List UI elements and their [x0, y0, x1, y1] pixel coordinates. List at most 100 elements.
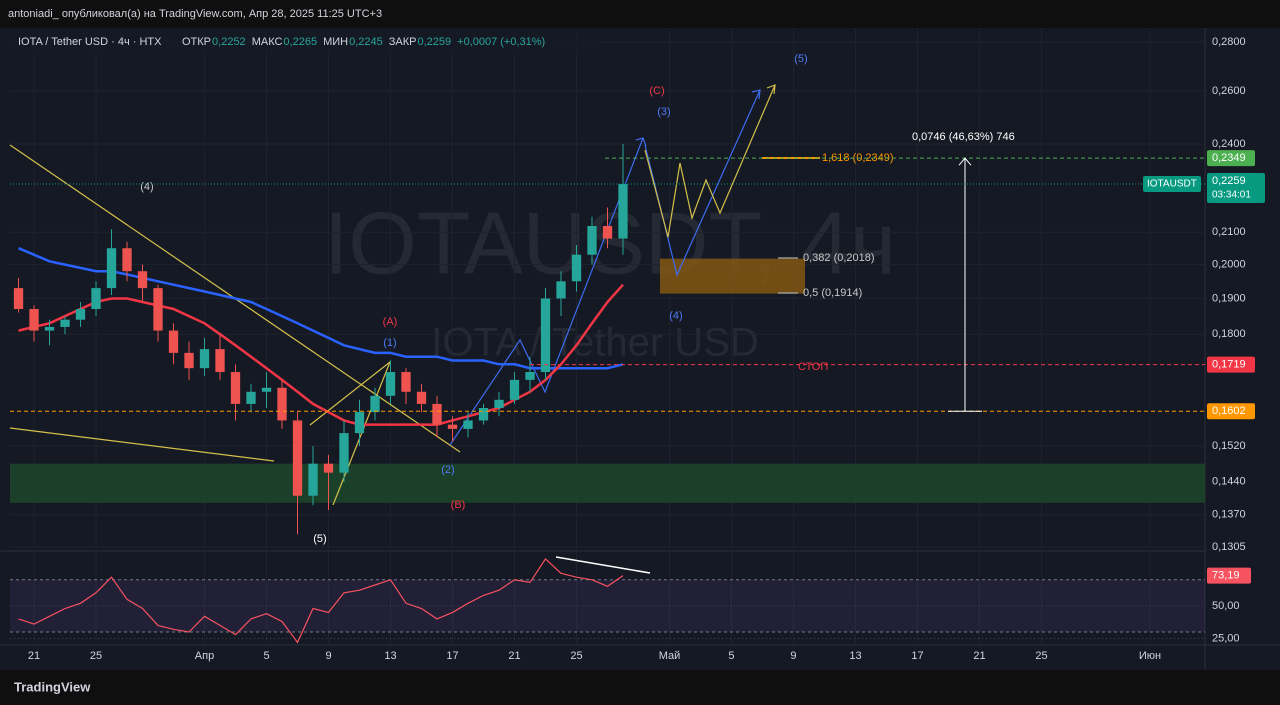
x-tick-label: 21 — [508, 650, 520, 662]
x-tick-label: 21 — [28, 650, 40, 662]
moving-average — [18, 283, 624, 426]
price-tag-label: 0,1719 — [1212, 359, 1246, 371]
candle-body — [308, 463, 318, 496]
x-tick-label: 13 — [384, 650, 396, 662]
wave-label: (4) — [140, 181, 153, 193]
ohlc-part: МАКС — [252, 36, 283, 48]
arrow-head — [751, 89, 761, 100]
candle-body — [556, 281, 566, 299]
watermark: IOTAUSDT, 4ч — [324, 193, 896, 292]
candle-body — [602, 226, 613, 239]
rsi-tag-label: 73,19 — [1212, 570, 1240, 582]
y-tick-label: 0,2800 — [1212, 36, 1246, 48]
candle-body — [509, 379, 520, 400]
candle-body — [106, 248, 117, 289]
footer-logo: TradingView — [14, 679, 91, 694]
wave-label: (5) — [313, 533, 326, 545]
price-tag-label: 0,2259 — [1212, 175, 1246, 187]
candle-body — [432, 403, 442, 425]
fib-label: 0,5 (0,1914) — [803, 287, 862, 299]
candle-body — [587, 226, 597, 255]
symbol-chip — [1143, 176, 1201, 193]
fib-label: 0,382 (0,2018) — [803, 252, 875, 264]
x-tick-label: 25 — [570, 650, 582, 662]
wave-label: (4) — [669, 310, 682, 322]
x-tick-label: 25 — [90, 650, 102, 662]
x-tick-label: 5 — [263, 650, 269, 662]
price-tag — [1207, 173, 1265, 204]
candle-body — [60, 319, 70, 327]
moving-average — [18, 247, 624, 370]
measure-head — [958, 157, 972, 166]
zone — [10, 463, 1205, 503]
symbol: IOTA / Tether USD · 4ч · HTX — [18, 36, 162, 48]
candle-body — [354, 412, 365, 434]
wave-label: (2) — [441, 464, 454, 476]
y-tick-label: 0,1900 — [1212, 292, 1246, 304]
candle-body — [370, 395, 380, 413]
ohlc-part: 0,2245 — [349, 36, 383, 48]
arrow-head — [766, 84, 776, 95]
zone — [660, 258, 805, 294]
candle-body — [618, 184, 628, 239]
x-tick-label: Май — [659, 650, 681, 662]
wave-label: (A) — [383, 316, 398, 328]
y-tick-label: 0,2100 — [1212, 226, 1246, 238]
candle-body — [168, 330, 179, 353]
candle-body — [463, 420, 473, 429]
price-tag-label: 0,2349 — [1212, 152, 1246, 164]
stop-label: СТОП — [798, 361, 828, 373]
chart-bg — [0, 28, 1280, 670]
x-tick-label: 13 — [849, 650, 861, 662]
candle-body — [91, 288, 101, 309]
candle-body — [153, 288, 163, 331]
candle-body — [323, 463, 334, 473]
candle-body — [261, 387, 272, 392]
candle-body — [184, 352, 194, 369]
candle-body — [13, 288, 24, 309]
ohlc-part: +0,0007 (+0,31%) — [457, 36, 545, 48]
candle-body — [401, 372, 411, 392]
candle-body — [75, 308, 86, 320]
ohlc-part: МИН — [323, 36, 348, 48]
triangle — [309, 360, 392, 506]
wave-label: (B) — [451, 499, 466, 511]
x-tick-label: 9 — [790, 650, 796, 662]
ohlc-part: 0,2265 — [283, 36, 317, 48]
y-tick-label: 0,1520 — [1212, 440, 1246, 452]
wave-label: (1) — [383, 337, 396, 349]
price-tag — [1207, 403, 1255, 420]
ohlc-part: ОТКР — [182, 36, 211, 48]
x-tick-label: 17 — [446, 650, 458, 662]
candle-body — [230, 372, 241, 404]
candle-body — [137, 271, 148, 289]
candle-body — [339, 433, 349, 473]
legend-bg — [0, 28, 600, 54]
rsi-line — [18, 557, 624, 644]
wave-path — [449, 137, 644, 446]
rsi-tag — [1207, 567, 1251, 584]
y-tick-label: 0,1440 — [1212, 476, 1246, 488]
y-tick-label: 0,2600 — [1212, 85, 1246, 97]
candle-body — [44, 326, 55, 331]
candle-body — [494, 399, 504, 409]
trendline — [9, 427, 275, 462]
candle-body — [199, 349, 210, 369]
y-tick-label: 0,1305 — [1212, 541, 1246, 553]
candle-body — [385, 372, 396, 396]
wave-label: (5) — [794, 53, 807, 65]
candle-body — [215, 349, 225, 373]
price-tag-label: 0,1602 — [1212, 405, 1246, 417]
price-tag — [1207, 356, 1255, 373]
symbol-chip-label: IOTAUSDT — [1147, 179, 1197, 190]
wave-label: (3) — [657, 106, 670, 118]
x-tick-label: 25 — [1035, 650, 1047, 662]
candle-body — [447, 424, 458, 429]
candle-body — [571, 254, 582, 282]
y-tick-label: 0,2400 — [1212, 138, 1246, 150]
x-tick-label: 9 — [325, 650, 331, 662]
countdown: 03:34:01 — [1212, 190, 1251, 201]
wave-label: (C) — [649, 85, 664, 97]
candle-body — [277, 387, 287, 421]
